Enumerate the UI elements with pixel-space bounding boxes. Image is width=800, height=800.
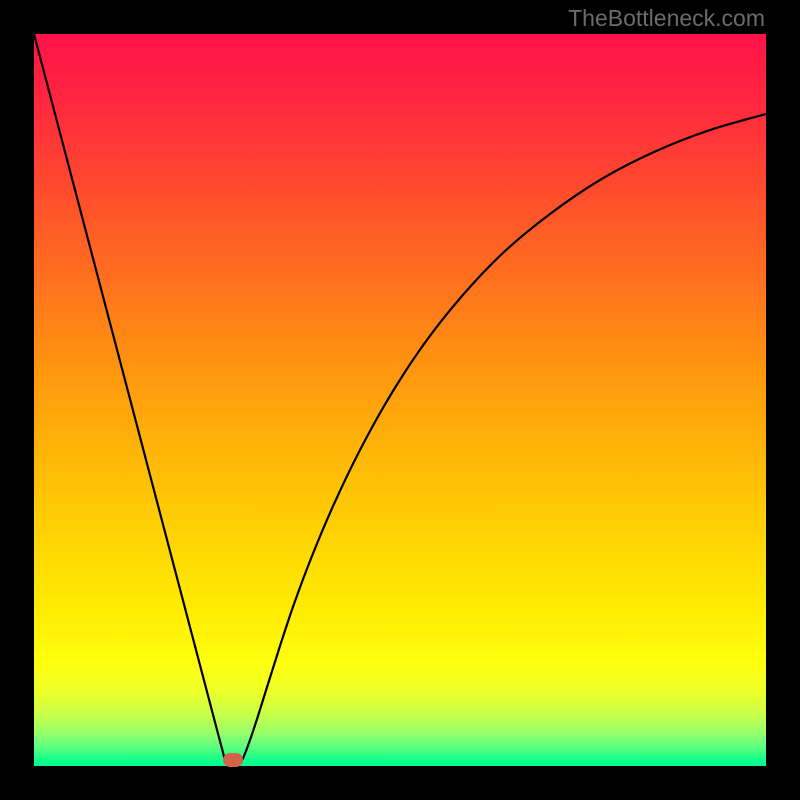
curve-left-segment	[34, 34, 226, 764]
curve-layer	[34, 34, 766, 766]
watermark-text: TheBottleneck.com	[568, 5, 765, 32]
chart-container: TheBottleneck.com	[0, 0, 800, 800]
curve-right-segment	[240, 114, 766, 764]
plot-area	[34, 34, 766, 766]
optimum-marker	[223, 753, 243, 767]
